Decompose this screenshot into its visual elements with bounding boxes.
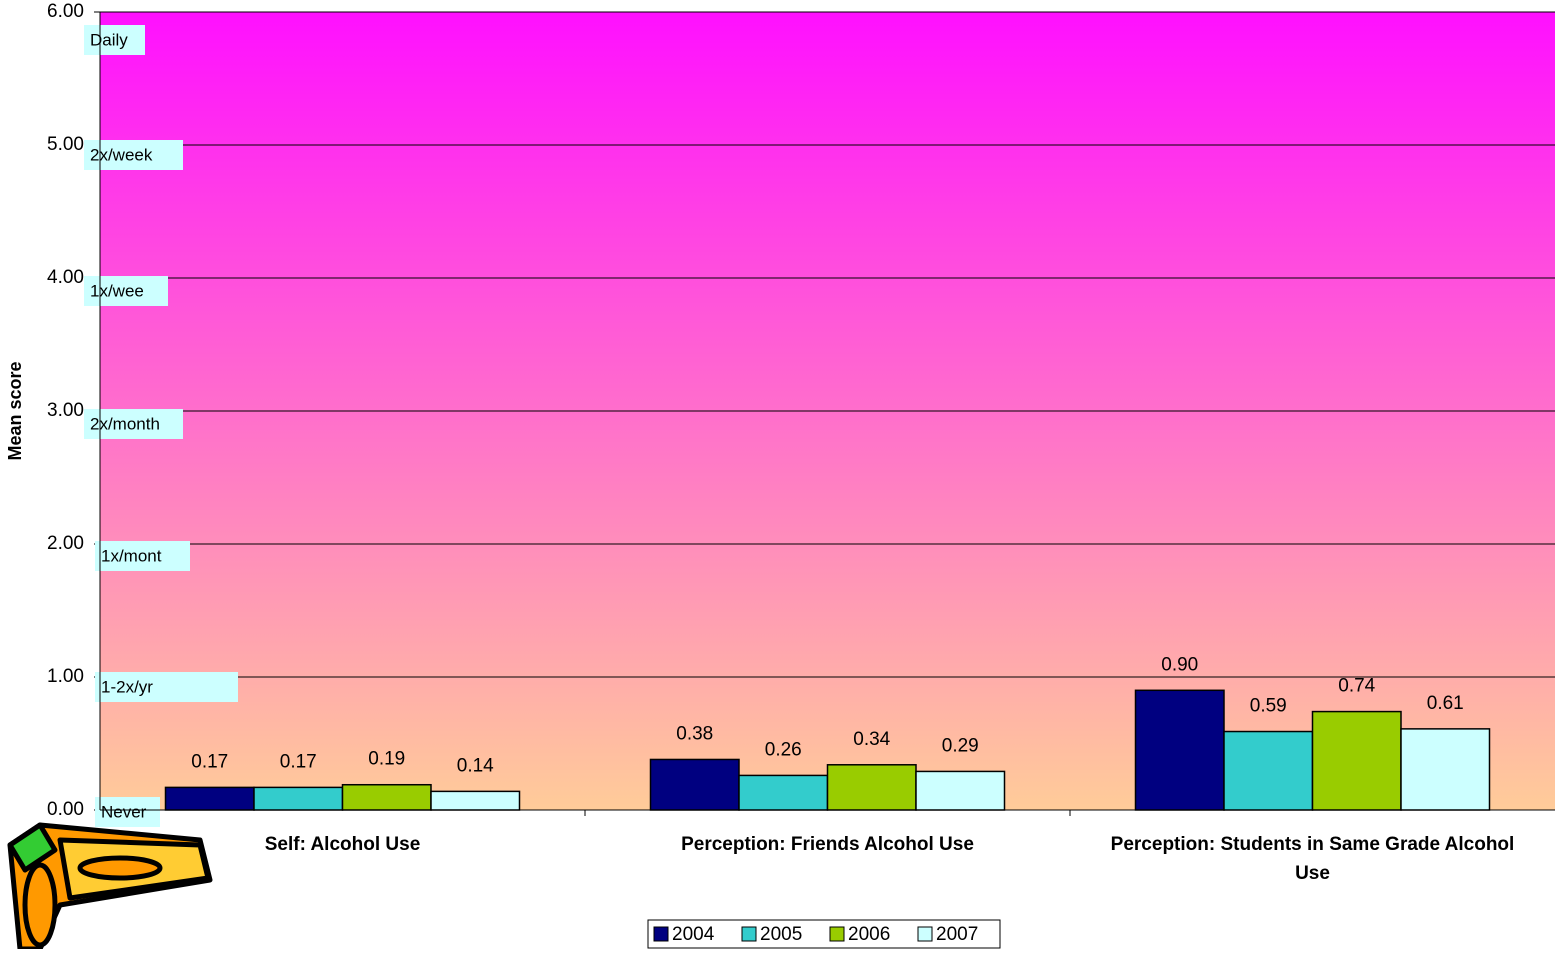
- bar: [1223, 730, 1314, 811]
- y-tick-label: 4.00: [47, 267, 84, 288]
- x-tick-label-box: Perception: Students in Same Grade Alcoh…: [1110, 834, 1515, 884]
- value-label: 0.14: [457, 755, 494, 776]
- bar: [341, 783, 432, 811]
- legend-swatch: [829, 926, 845, 942]
- bar: [649, 758, 740, 811]
- annotation: 1-2x/yr: [101, 677, 153, 696]
- bar: [253, 786, 344, 811]
- value-label: 0.90: [1161, 654, 1198, 675]
- value-label: 0.34: [853, 729, 890, 750]
- legend-label: 2006: [848, 924, 890, 945]
- y-axis-title: Mean score: [5, 361, 25, 460]
- value-label: 0.74: [1338, 676, 1375, 697]
- annotation: 2x/month: [90, 414, 160, 433]
- bar: [915, 770, 1006, 811]
- value-label: 0.59: [1250, 696, 1287, 717]
- y-tick-label: 5.00: [47, 134, 84, 155]
- annotation-box: [84, 25, 145, 55]
- annotation-box: [95, 797, 160, 827]
- x-tick-label: Perception: Friends Alcohol Use: [681, 834, 974, 855]
- annotation: Daily: [90, 30, 128, 49]
- x-tick-label: Perception: Students in Same Grade Alcoh…: [1110, 834, 1515, 884]
- value-label: 0.29: [942, 735, 979, 756]
- bar: [738, 774, 829, 811]
- value-label: 0.17: [280, 751, 317, 772]
- legend-label: 2005: [760, 924, 802, 945]
- legend-box: [647, 919, 1001, 949]
- annotation: Never: [101, 802, 147, 821]
- bar: [1400, 728, 1491, 811]
- y-tick-label: 1.00: [47, 666, 84, 687]
- legend-label: 2007: [936, 924, 978, 945]
- annotation-box: [84, 276, 168, 306]
- annotation: 2x/week: [90, 145, 153, 164]
- bar: [430, 790, 521, 811]
- x-tick-label-box: Self: Alcohol Use: [264, 834, 421, 855]
- legend-label: 2004: [672, 924, 715, 945]
- annotation: 1x/wee: [90, 281, 144, 300]
- annotation: 1x/mont: [101, 546, 162, 565]
- clipart: [7, 822, 213, 952]
- y-tick-label: 0.00: [47, 799, 84, 820]
- value-label: 0.38: [676, 723, 713, 744]
- value-label: 0.17: [191, 751, 228, 772]
- x-tick-label: Self: Alcohol Use: [264, 834, 421, 855]
- bar: [826, 764, 917, 811]
- value-label: 0.26: [765, 739, 802, 760]
- annotation-box: [95, 672, 238, 702]
- y-tick-label: 2.00: [47, 533, 84, 554]
- bar: [1311, 710, 1402, 811]
- y-tick-label: 3.00: [47, 400, 84, 421]
- legend-swatch: [653, 926, 669, 942]
- bar: [1134, 689, 1225, 811]
- x-tick-label-box: Perception: Friends Alcohol Use: [681, 834, 974, 855]
- legend-swatch: [741, 926, 757, 942]
- legend-swatch: [917, 926, 933, 942]
- y-tick-label: 6.00: [47, 1, 84, 22]
- annotation-box: [95, 541, 190, 571]
- bar: [164, 786, 255, 811]
- value-label: 0.61: [1427, 693, 1464, 714]
- value-label: 0.19: [368, 749, 405, 770]
